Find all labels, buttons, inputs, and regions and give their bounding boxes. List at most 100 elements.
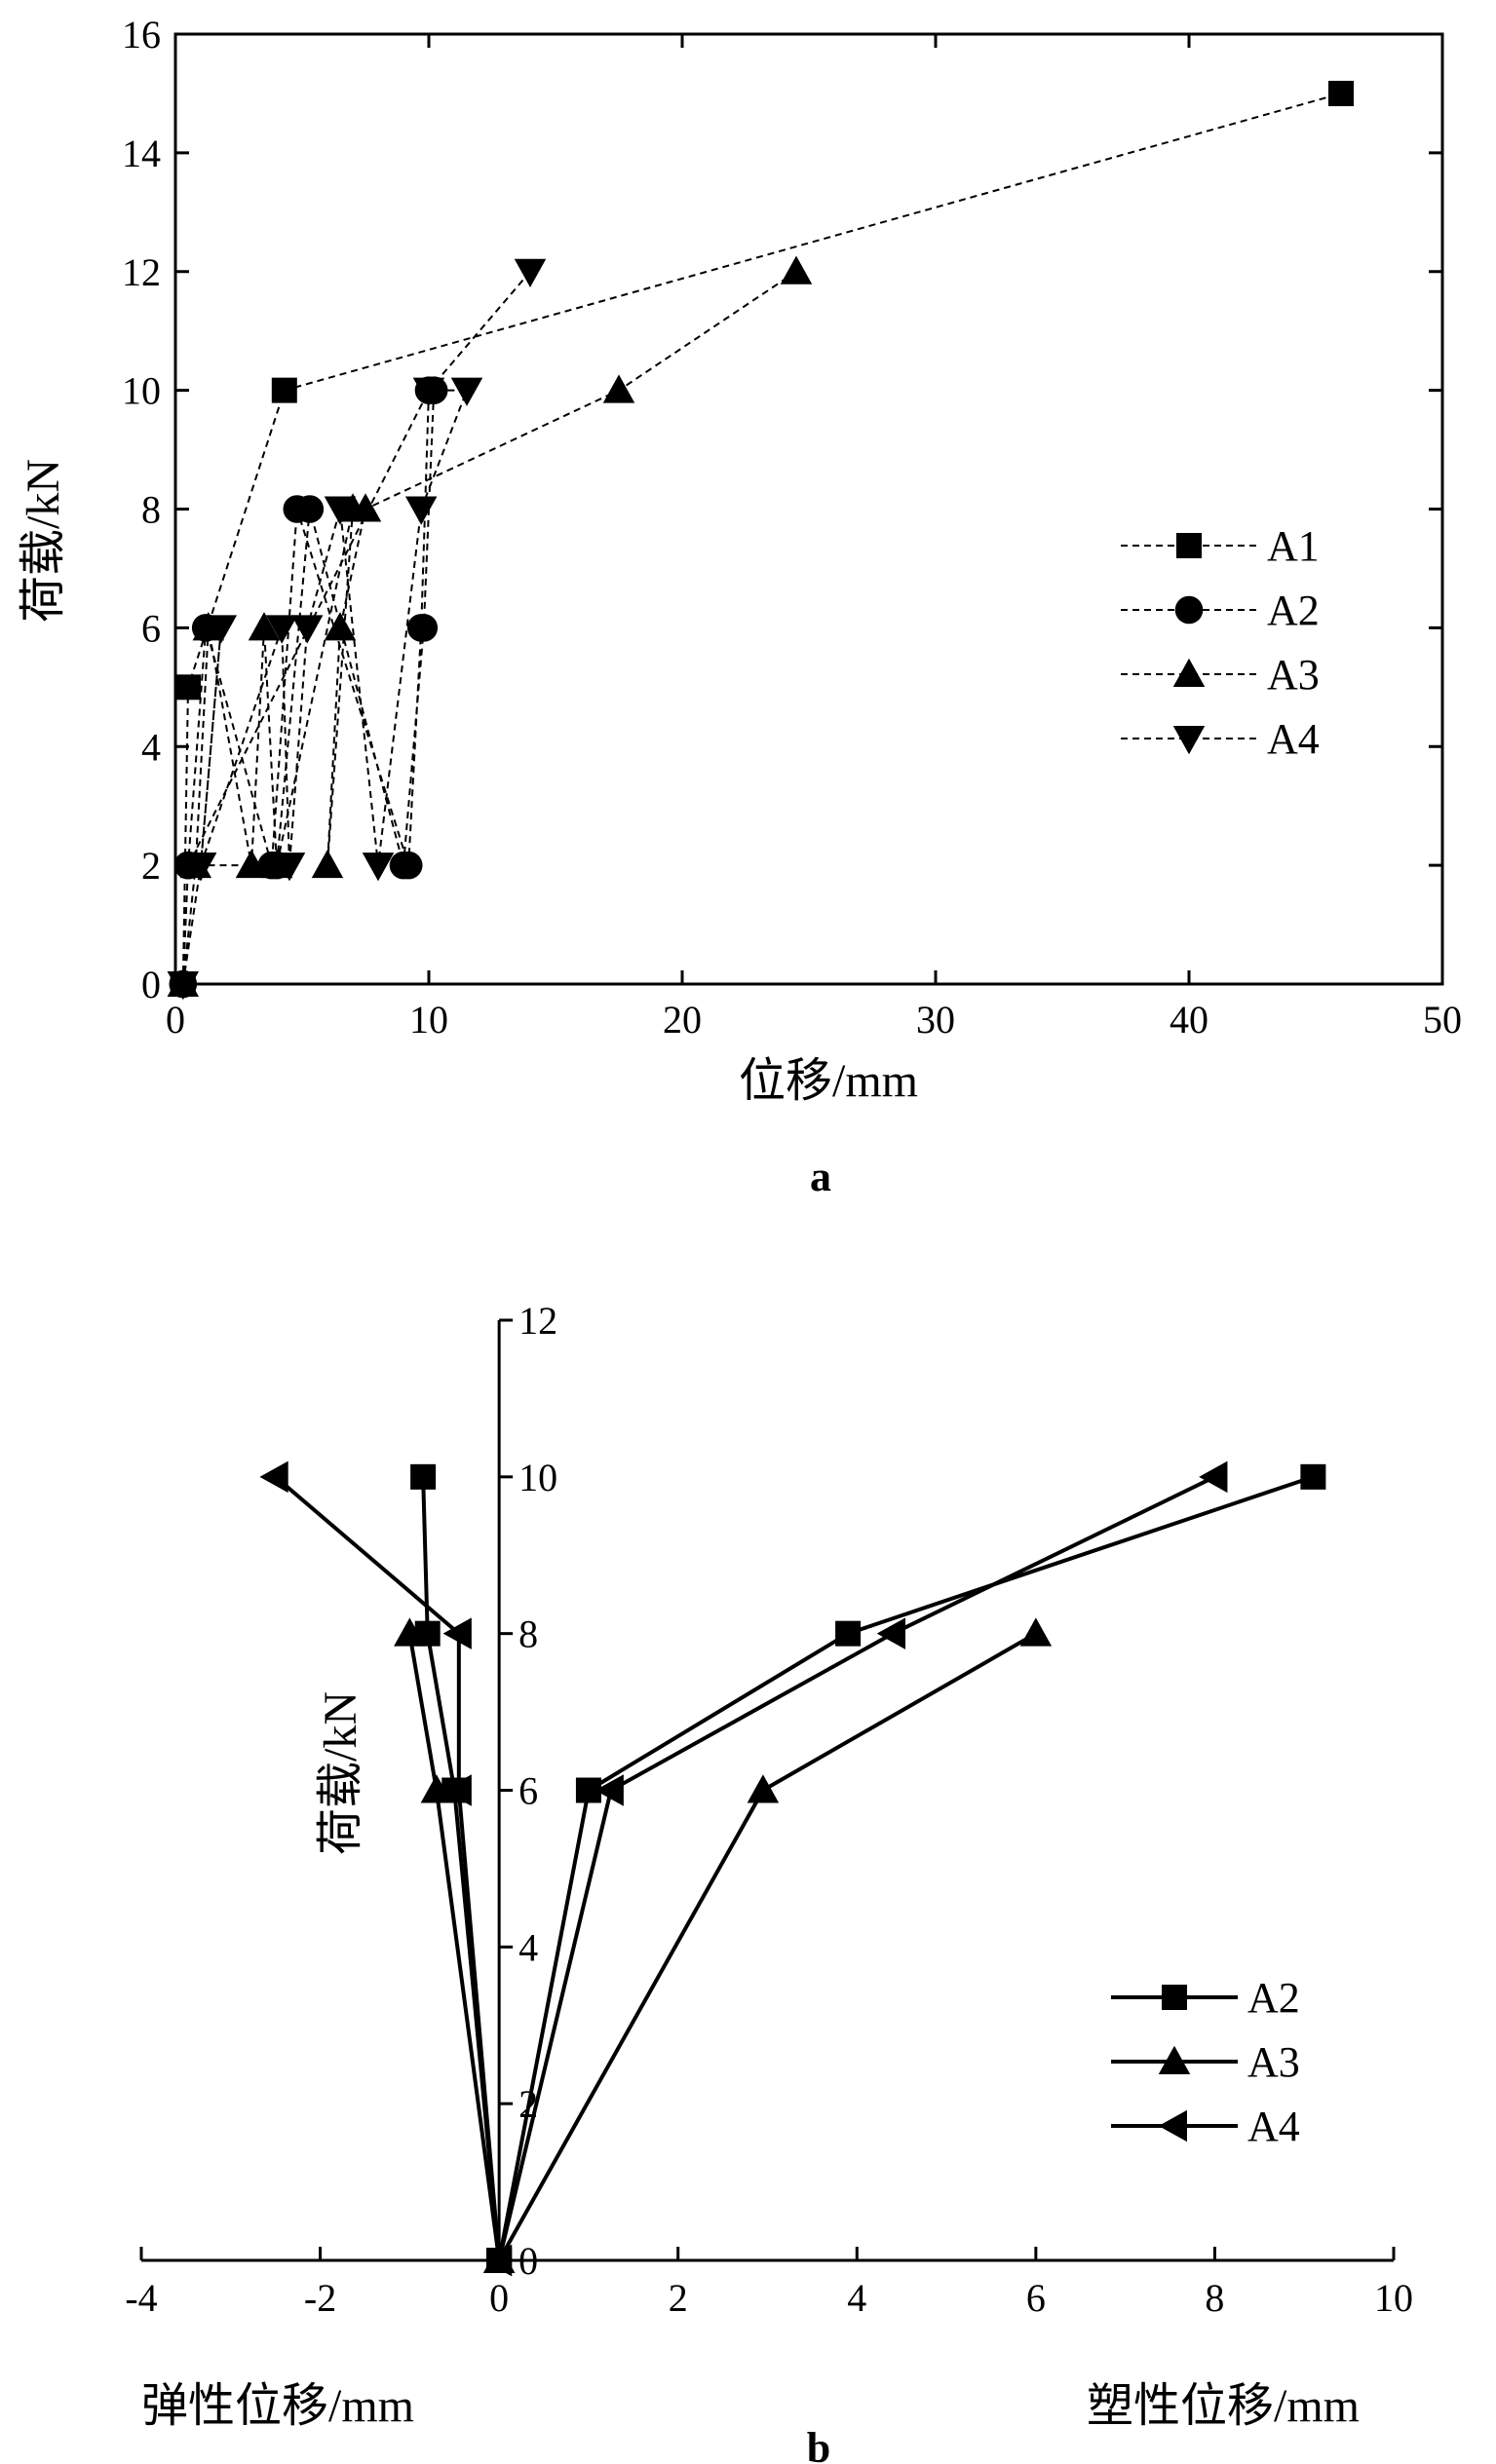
chart-a-legend-marker [1172, 726, 1206, 755]
chart-b-y-tick-label: 0 [518, 2239, 538, 2283]
chart-a-x-tick-label: 40 [1170, 998, 1208, 1042]
chart-b-point [486, 2248, 513, 2273]
chart-b-legend-marker [1162, 1985, 1187, 2010]
chart-b-x-tick-label: 8 [1205, 2276, 1224, 2320]
chart-b-x-tick-label: -4 [125, 2276, 157, 2320]
chart-b-xlabel-right: 塑性位移/mm [1087, 2380, 1360, 2432]
chart-a-legend-marker [1174, 595, 1204, 625]
chart-b-axes [139, 1318, 1396, 2262]
chart-b-legend-label: A3 [1247, 2038, 1300, 2086]
chart-b-point [259, 1460, 288, 1494]
chart-b-point [441, 1777, 468, 1803]
chart-a-x-tick-label: 20 [663, 998, 702, 1042]
chart-b-y-tick-label: 10 [518, 1456, 557, 1499]
chart-b-point [482, 2244, 516, 2273]
chart-b-x-tick-label: -2 [304, 2276, 336, 2320]
chart-a-y-tick-label: 12 [122, 250, 161, 294]
chart-b-point [1300, 1463, 1326, 1490]
chart-a-point [389, 851, 418, 880]
chart-b-point [876, 1617, 905, 1649]
chart-a-y-tick-label: 4 [141, 725, 161, 769]
chart-a-series-line [181, 92, 1342, 985]
chart-a-y-tick-label: 2 [141, 844, 161, 888]
chart-a-xlabel: 位移/mm [739, 1055, 918, 1107]
chart-a-y-tick-label: 6 [141, 606, 161, 650]
chart-a-series [167, 80, 1354, 1001]
chart-a-panel-label: a [810, 1153, 831, 1198]
chart-b-y-tick-label: 6 [518, 1769, 538, 1813]
chart-b-legend-marker [1158, 2109, 1187, 2142]
chart-a-point [404, 496, 438, 525]
chart-a-legend-label: A1 [1267, 522, 1320, 570]
chart-a-x-tick-label: 30 [916, 998, 955, 1042]
chart-a-legend-label: A2 [1267, 587, 1320, 634]
chart-a-y-tick-label: 0 [141, 963, 161, 1006]
chart-b-point [482, 2244, 513, 2277]
chart-b-y-tick-label: 2 [518, 2082, 538, 2126]
chart-a-point [450, 377, 483, 406]
chart-b-legend: A2 A3 A4 [1111, 1974, 1300, 2150]
chart-a-tick-labels: 0 10 20 30 40 50 0 2 4 6 8 10 12 14 16 [122, 13, 1462, 1042]
chart-a-x-tick-label: 0 [166, 998, 185, 1042]
chart-a-series-line [181, 390, 436, 985]
chart-b-series-line-elastic [407, 1633, 502, 2261]
chart-a-series-a3 [167, 255, 813, 997]
chart-b-series-line-plastic [497, 1475, 1216, 2261]
chart-a-legend-marker [1176, 533, 1202, 558]
chart-b-x-tick-label: 2 [669, 2276, 688, 2320]
chart-b-point [595, 1774, 624, 1806]
chart-a-point [311, 849, 344, 879]
chart-a-legend-label: A4 [1267, 715, 1320, 763]
chart-b-point [1019, 1617, 1053, 1647]
chart-a-point [175, 674, 201, 701]
chart-b-ylabel: 荷载/kN [315, 1691, 366, 1855]
chart-a-point [265, 615, 298, 644]
chart-a-legend-marker [1172, 658, 1206, 687]
chart-a-series-a4 [167, 258, 547, 1001]
chart-b-series [259, 1460, 1326, 2277]
chart-b-point [414, 1620, 441, 1647]
chart-b-x-tick-label: 4 [847, 2276, 866, 2320]
chart-b-point [575, 1777, 601, 1803]
chart-b-series-line-elastic [421, 1476, 502, 2261]
chart-a-series-a1 [170, 80, 1354, 997]
chart-a-point [271, 377, 297, 403]
chart-a-point [235, 849, 268, 879]
chart-b-xlabel-left: 弹性位移/mm [141, 2380, 414, 2432]
chart-a-series-a2 [169, 376, 448, 999]
chart-a-ylabel: 荷载/kN [18, 459, 69, 623]
chart-b-point [410, 1463, 437, 1490]
chart-b-point [482, 2244, 513, 2277]
chart-b-series-line-plastic [497, 1631, 1037, 2261]
chart-b-series-line-plastic [497, 1474, 1315, 2261]
chart-b-x-tick-label: 10 [1374, 2276, 1413, 2320]
chart-a-point [780, 255, 813, 284]
chart-a-point [295, 495, 325, 523]
chart-a-point [205, 615, 238, 644]
chart-a-point [349, 493, 382, 522]
chart-a-point [602, 374, 635, 403]
chart-a-y-tick-label: 16 [122, 13, 161, 57]
chart-b-tick-labels: -4 -2 0 2 4 6 8 10 0 2 4 6 8 10 12 [125, 1299, 1413, 2320]
chart-a-legend: A1 A2 A3 A4 [1121, 522, 1320, 763]
chart-b-legend-label: A4 [1247, 2103, 1300, 2150]
chart-b-point [747, 1774, 780, 1803]
chart-a-x-tick-label: 10 [409, 998, 448, 1042]
chart-a-y-tick-label: 8 [141, 488, 161, 532]
chart-b-point [1199, 1460, 1228, 1494]
chart-b-series-a4 [259, 1460, 1228, 2277]
chart-a-y-tick-label: 10 [122, 369, 161, 413]
chart-a-y-tick-label: 14 [122, 132, 161, 175]
chart-a-x-tick-label: 50 [1423, 998, 1462, 1042]
chart-b-point [442, 1774, 472, 1806]
chart-b-y-tick-label: 12 [518, 1299, 557, 1343]
chart-a-point [412, 377, 445, 406]
chart-b-series-a2 [410, 1463, 1326, 2273]
chart-a-point [184, 853, 217, 882]
chart-a-point [324, 496, 357, 525]
chart-a-legend-label: A3 [1267, 651, 1320, 699]
chart-a-point [362, 853, 395, 882]
chart-b-x-tick-label: 6 [1026, 2276, 1046, 2320]
chart-b-point [420, 1774, 453, 1803]
